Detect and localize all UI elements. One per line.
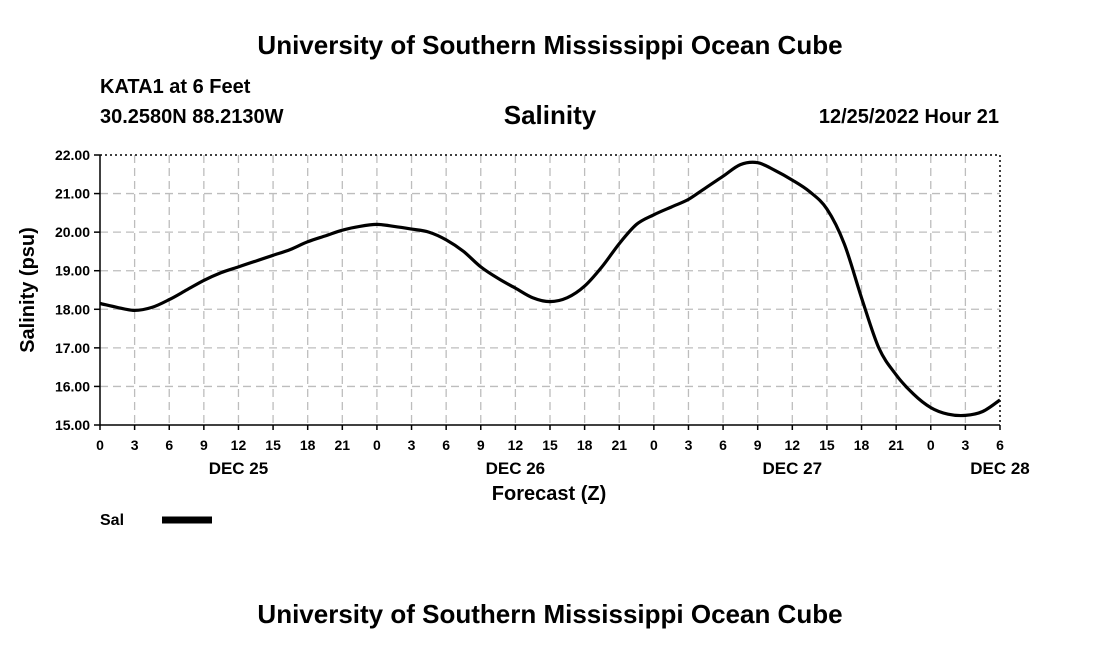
x-tick-label: 18 bbox=[577, 437, 593, 453]
x-tick-label: 21 bbox=[611, 437, 627, 453]
x-tick-label: 18 bbox=[854, 437, 870, 453]
forecast-timestamp: 12/25/2022 Hour 21 bbox=[818, 106, 999, 128]
x-tick-label: 9 bbox=[754, 437, 762, 453]
x-tick-label: 6 bbox=[165, 437, 173, 453]
y-tick-label: 15.00 bbox=[55, 417, 90, 433]
x-axis-label: Forecast (Z) bbox=[492, 483, 606, 505]
legend-label: Sal bbox=[100, 512, 124, 529]
x-tick-label: 6 bbox=[442, 437, 450, 453]
x-tick-label: 0 bbox=[650, 437, 658, 453]
x-tick-label: 3 bbox=[408, 437, 416, 453]
chart-title: University of Southern Mississippi Ocean… bbox=[257, 30, 843, 60]
x-tick-label: 0 bbox=[927, 437, 935, 453]
x-tick-label: 12 bbox=[231, 437, 247, 453]
x-tick-label: 15 bbox=[265, 437, 281, 453]
x-tick-label: 12 bbox=[508, 437, 524, 453]
station-label: KATA1 at 6 Feet bbox=[100, 76, 251, 98]
x-tick-label: 9 bbox=[200, 437, 208, 453]
x-tick-label: 12 bbox=[785, 437, 801, 453]
x-tick-label: 0 bbox=[96, 437, 104, 453]
y-tick-label: 22.00 bbox=[55, 147, 90, 163]
y-tick-label: 16.00 bbox=[55, 378, 90, 394]
grid-lines bbox=[100, 155, 1000, 425]
x-tick-label: 9 bbox=[477, 437, 485, 453]
series-layer bbox=[99, 160, 1001, 418]
station-coordinates: 30.2580N 88.2130W bbox=[100, 106, 284, 128]
series-line-sal bbox=[99, 160, 1001, 418]
x-tick-label: 3 bbox=[131, 437, 139, 453]
day-label: DEC 25 bbox=[209, 459, 269, 478]
x-tick-label: 6 bbox=[719, 437, 727, 453]
day-label: DEC 27 bbox=[763, 459, 823, 478]
footer-title: University of Southern Mississippi Ocean… bbox=[257, 599, 843, 629]
x-tick-label: 15 bbox=[542, 437, 558, 453]
y-tick-label: 20.00 bbox=[55, 224, 90, 240]
day-label: DEC 26 bbox=[486, 459, 546, 478]
parameter-title: Salinity bbox=[503, 100, 597, 130]
y-tick-label: 21.00 bbox=[55, 186, 90, 202]
axes bbox=[94, 154, 1001, 430]
x-tick-label: 6 bbox=[996, 437, 1004, 453]
x-tick-label: 21 bbox=[335, 437, 351, 453]
tick-labels: 15.00 16.00 17.00 18.00 19.00 20.00 21.00 22.00… bbox=[55, 147, 1030, 478]
x-tick-label: 3 bbox=[961, 437, 969, 453]
x-tick-label: 15 bbox=[819, 437, 835, 453]
y-tick-label: 18.00 bbox=[55, 301, 90, 317]
x-tick-label: 0 bbox=[373, 437, 381, 453]
y-axis-label: Salinity (psu) bbox=[17, 227, 39, 353]
x-tick-label: 3 bbox=[685, 437, 693, 453]
y-tick-label: 19.00 bbox=[55, 263, 90, 279]
day-label: DEC 28 bbox=[970, 459, 1030, 478]
y-tick-label: 17.00 bbox=[55, 340, 90, 356]
x-tick-label: 21 bbox=[888, 437, 904, 453]
x-tick-label: 18 bbox=[300, 437, 316, 453]
